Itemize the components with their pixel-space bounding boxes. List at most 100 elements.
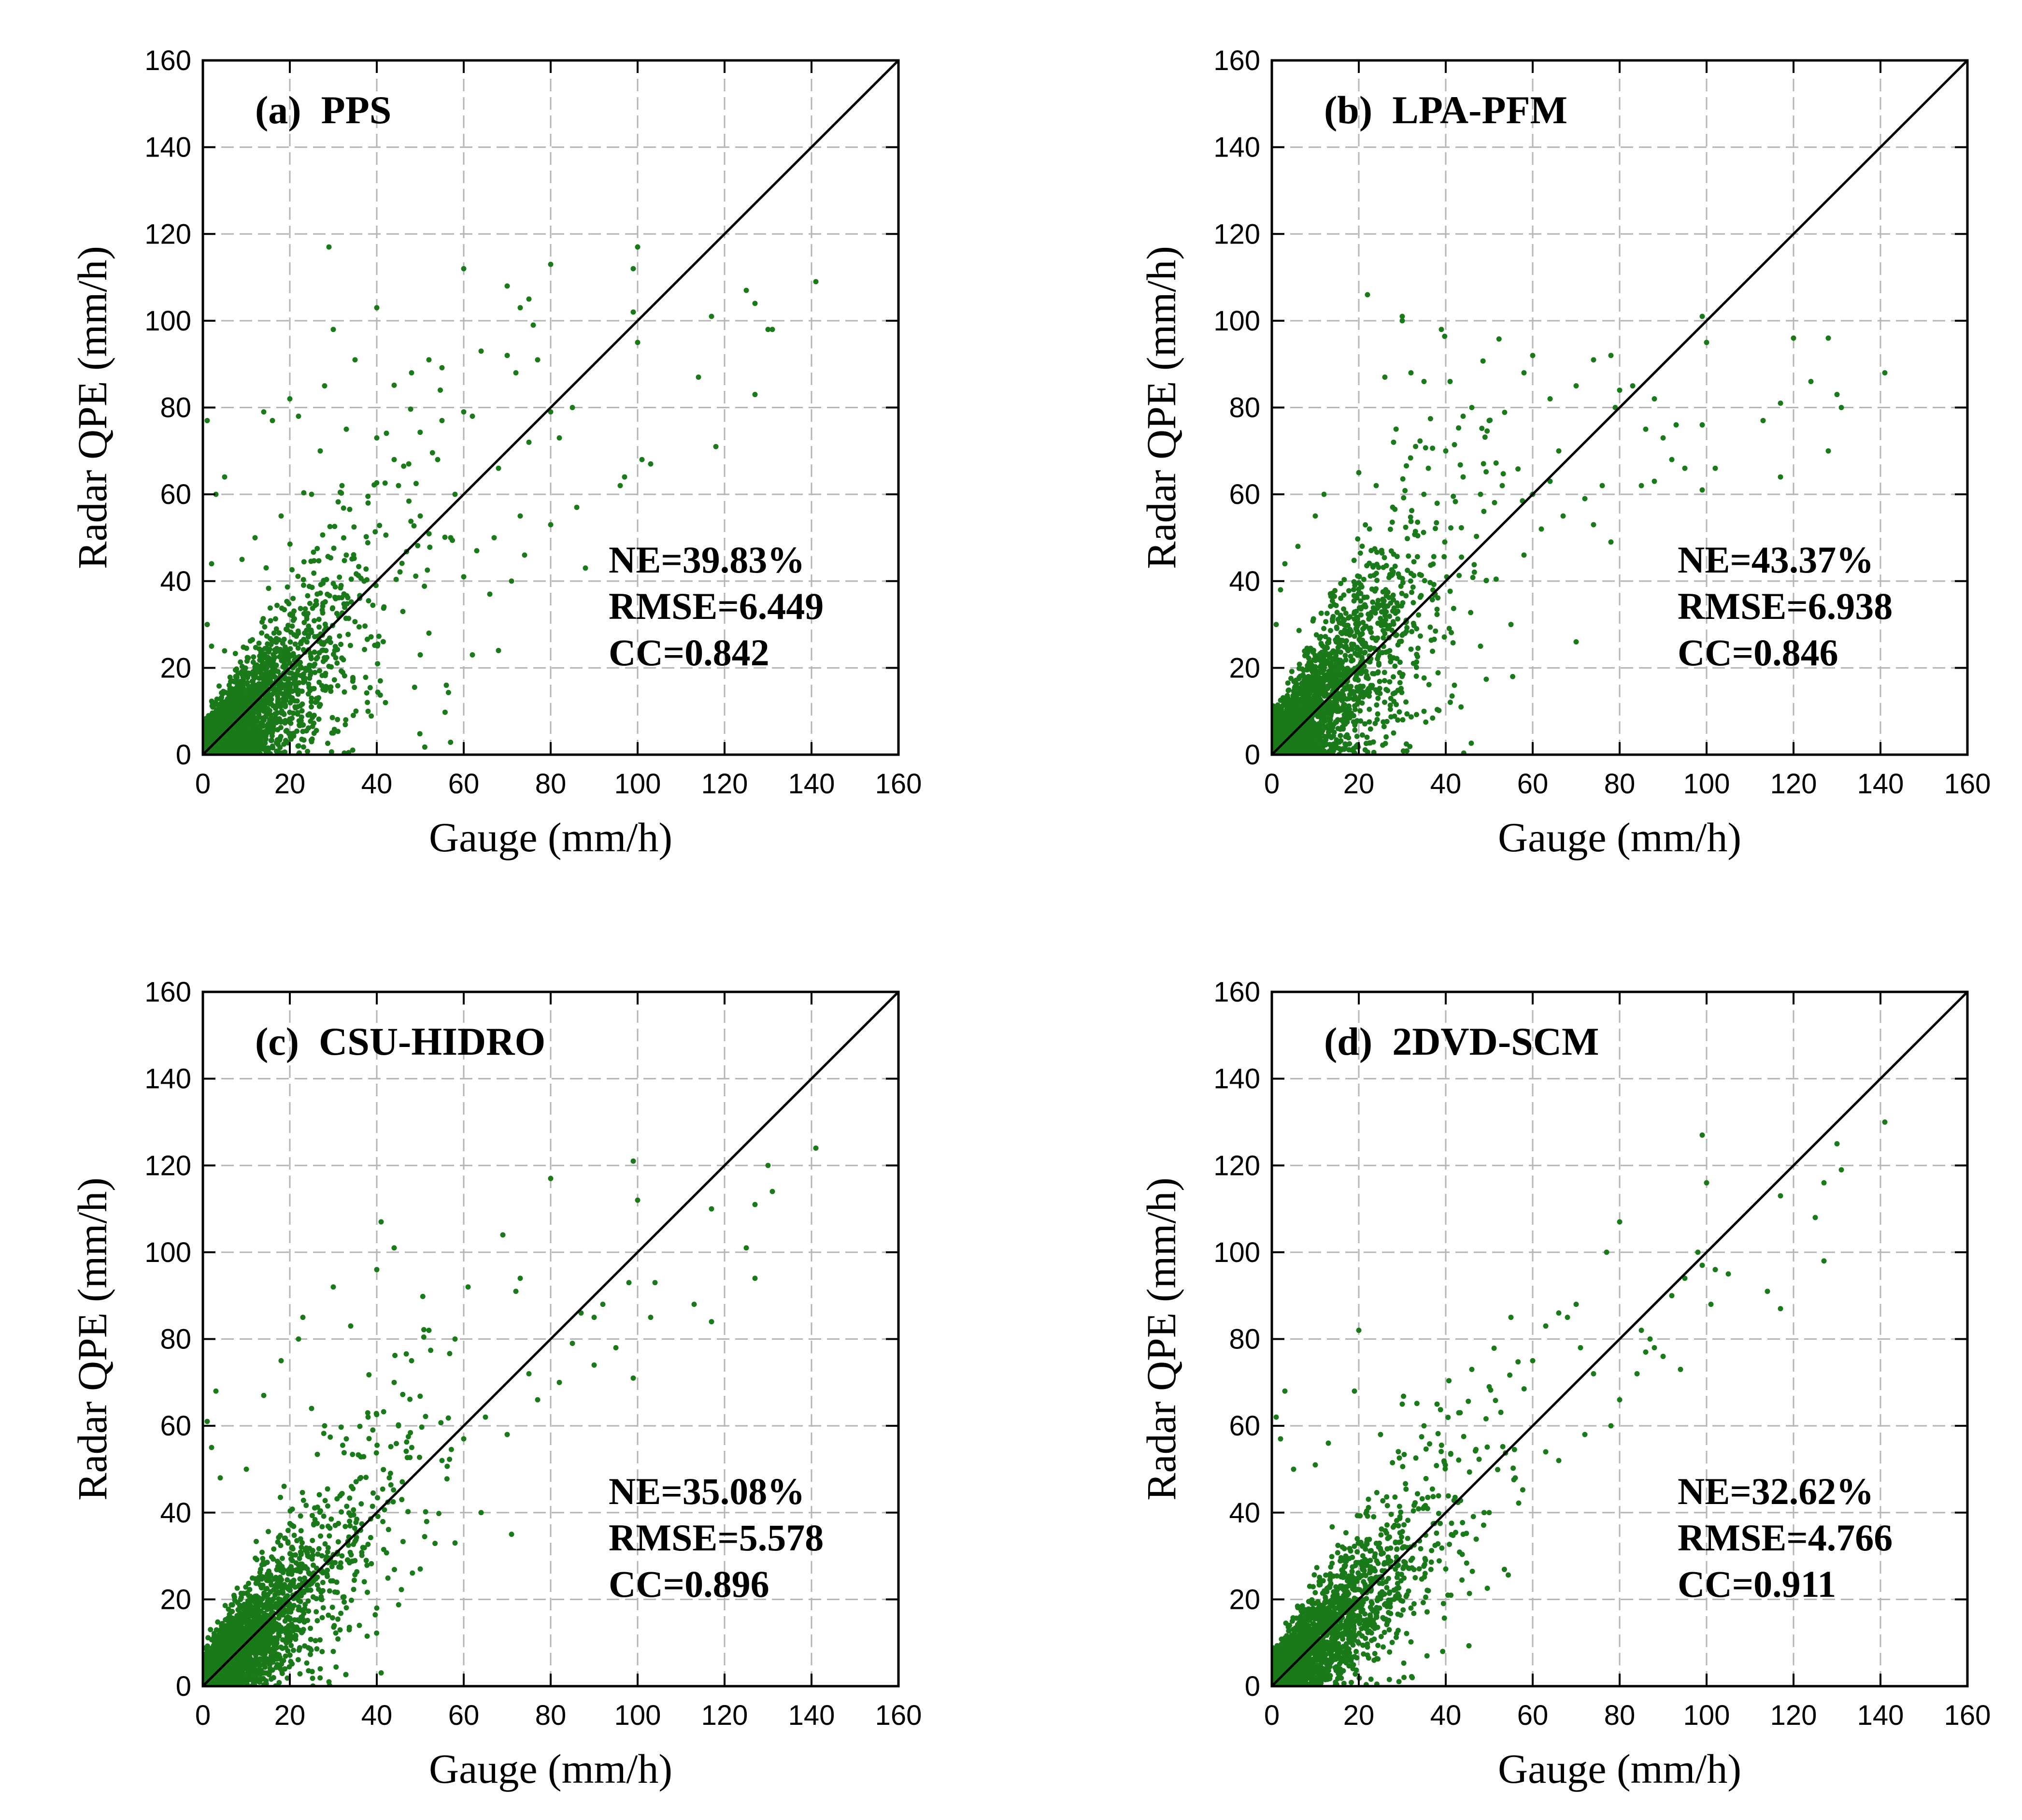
data-point <box>1403 699 1409 705</box>
data-point <box>406 498 412 504</box>
data-point <box>1404 711 1410 717</box>
data-point <box>374 435 380 441</box>
data-point <box>301 582 306 588</box>
data-point <box>1334 624 1339 630</box>
data-point <box>1334 610 1340 615</box>
data-point <box>1416 612 1422 618</box>
data-point <box>1409 629 1415 634</box>
data-point <box>548 261 554 267</box>
data-point <box>1316 675 1322 681</box>
data-point <box>1395 603 1401 609</box>
data-point <box>306 584 312 589</box>
data-point <box>1393 426 1399 432</box>
y-tick-label: 120 <box>144 218 191 250</box>
data-point <box>427 545 433 550</box>
data-point <box>1336 745 1342 751</box>
data-point <box>259 658 265 664</box>
data-point <box>209 643 214 649</box>
scatter-panel-a: 0 20 40 60 80 100 120 140 1600204060801001201401… <box>69 45 922 860</box>
data-point <box>300 577 306 583</box>
data-point <box>1397 659 1403 665</box>
data-point <box>326 663 332 669</box>
y-tick-label: 60 <box>160 479 191 510</box>
data-point <box>442 709 448 715</box>
data-point <box>1480 358 1486 364</box>
data-point <box>630 309 636 315</box>
data-point <box>1374 577 1380 583</box>
data-point <box>311 570 317 576</box>
data-point <box>295 573 301 579</box>
data-point <box>1305 650 1310 656</box>
data-point <box>548 522 554 528</box>
data-point <box>1375 711 1381 717</box>
data-point <box>234 674 240 680</box>
data-point <box>1374 702 1380 708</box>
data-point <box>1450 640 1456 645</box>
data-point <box>252 535 258 541</box>
data-point <box>752 301 758 306</box>
data-point <box>333 655 339 660</box>
data-point <box>290 710 296 716</box>
data-point <box>1330 725 1336 731</box>
data-point <box>1343 734 1349 740</box>
data-point <box>271 630 277 636</box>
data-point <box>743 287 749 293</box>
data-point <box>1417 633 1423 639</box>
data-point <box>1441 554 1447 559</box>
data-point <box>308 699 314 705</box>
data-point <box>1414 652 1420 657</box>
data-point <box>252 666 258 672</box>
data-point <box>253 645 258 650</box>
x-tick-label: 140 <box>788 768 835 800</box>
data-point <box>370 602 376 608</box>
data-point <box>1410 620 1416 626</box>
data-point <box>382 480 388 486</box>
data-point <box>1406 553 1411 559</box>
data-point <box>1382 700 1387 705</box>
data-point <box>236 728 242 734</box>
data-point <box>1401 495 1407 501</box>
data-point <box>368 634 374 640</box>
data-point <box>1387 527 1393 532</box>
data-point <box>285 627 290 633</box>
data-point <box>356 624 362 630</box>
data-point <box>1375 670 1381 676</box>
data-point <box>237 680 243 686</box>
data-point <box>375 661 381 667</box>
data-point <box>301 559 307 565</box>
data-point <box>285 622 291 628</box>
data-point <box>422 583 427 589</box>
data-point <box>1358 598 1364 604</box>
data-point <box>1345 648 1351 654</box>
data-point <box>1441 634 1447 640</box>
data-point <box>256 745 261 751</box>
data-point <box>1296 661 1302 667</box>
data-point <box>1381 635 1386 641</box>
data-point <box>246 672 252 677</box>
data-point <box>234 666 240 672</box>
data-point <box>1341 577 1347 583</box>
data-point <box>332 524 338 530</box>
data-point <box>365 700 370 705</box>
data-point <box>312 618 317 624</box>
data-point <box>1380 596 1386 602</box>
data-point <box>1392 563 1398 569</box>
data-point <box>299 736 305 742</box>
data-point <box>1422 578 1427 584</box>
data-point <box>1427 416 1433 422</box>
data-point <box>1468 740 1474 746</box>
data-point <box>709 314 714 319</box>
data-point <box>1351 558 1357 563</box>
data-point <box>1339 698 1345 703</box>
data-point <box>290 617 296 623</box>
data-point <box>227 746 233 752</box>
data-point <box>331 545 337 551</box>
data-point <box>1479 426 1485 431</box>
data-point <box>341 505 346 511</box>
data-point <box>283 697 288 702</box>
data-point <box>752 392 758 398</box>
data-point <box>225 701 230 706</box>
scatter-panel-b: 0 20 40 60 80 100 120 140 1600204060801001201401… <box>1138 45 1991 860</box>
data-point <box>1481 461 1486 467</box>
data-point <box>1321 626 1327 631</box>
